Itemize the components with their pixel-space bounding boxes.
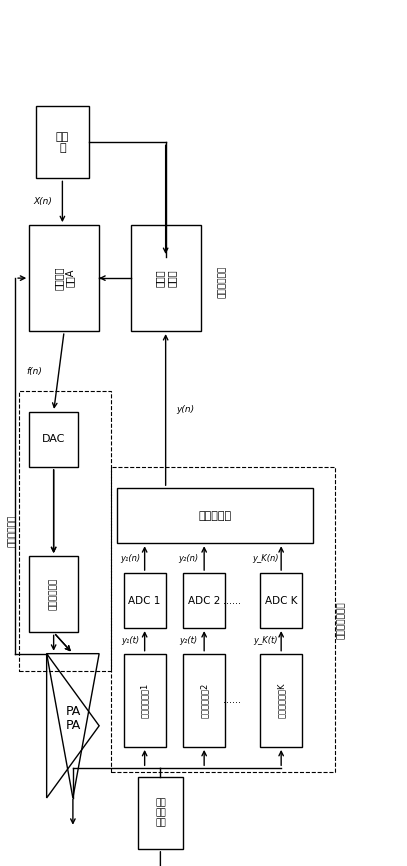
Bar — [183, 573, 225, 628]
Bar — [183, 654, 225, 747]
Bar — [29, 556, 78, 632]
Text: y₁(t): y₁(t) — [122, 637, 140, 645]
Text: 射频反馈通道2: 射频反馈通道2 — [200, 682, 209, 718]
Text: ......: ...... — [223, 695, 241, 705]
Bar — [124, 573, 166, 628]
Text: y_K(t): y_K(t) — [253, 637, 278, 645]
Text: y(n): y(n) — [176, 405, 194, 414]
Bar — [36, 107, 89, 178]
Bar — [138, 777, 183, 849]
Text: 数据整合器: 数据整合器 — [198, 511, 231, 520]
Text: PA: PA — [65, 705, 81, 718]
Bar — [260, 654, 302, 747]
Text: 信号
源: 信号 源 — [56, 132, 69, 153]
Text: 射频反馈通道K: 射频反馈通道K — [277, 682, 286, 718]
Text: 预失真处
理器A: 预失真处 理器A — [53, 267, 75, 290]
Text: 多通道反馈系统: 多通道反馈系统 — [337, 601, 346, 638]
Text: f(n): f(n) — [26, 367, 42, 376]
Text: DAC: DAC — [42, 435, 66, 444]
Text: 预失真
训练器: 预失真 训练器 — [155, 269, 177, 287]
Bar — [260, 573, 302, 628]
Text: 输出
命令
模块: 输出 命令 模块 — [155, 798, 166, 828]
Text: ADC 1: ADC 1 — [129, 596, 161, 605]
Text: y_K(n): y_K(n) — [252, 553, 279, 563]
Text: X(n): X(n) — [34, 197, 53, 206]
Bar — [29, 411, 78, 467]
Text: 射频发射通道: 射频发射通道 — [49, 578, 58, 611]
Text: 射频反馈通道1: 射频反馈通道1 — [140, 682, 149, 718]
Bar — [117, 488, 313, 543]
Text: PA: PA — [65, 720, 81, 733]
Text: ADC 2: ADC 2 — [188, 596, 220, 605]
Bar — [131, 225, 201, 331]
Text: ADC K: ADC K — [265, 596, 298, 605]
Bar — [124, 654, 166, 747]
Bar — [19, 391, 112, 670]
Text: y₂(n): y₂(n) — [178, 553, 199, 563]
Text: 射频发射电路: 射频发射电路 — [8, 514, 17, 546]
Text: y₁(n): y₁(n) — [120, 553, 141, 563]
Text: ......: ...... — [223, 596, 241, 606]
Text: y₂(t): y₂(t) — [179, 637, 197, 645]
Text: 功放预失真器: 功放预失真器 — [218, 266, 227, 299]
Bar — [29, 225, 99, 331]
Bar — [112, 467, 335, 772]
